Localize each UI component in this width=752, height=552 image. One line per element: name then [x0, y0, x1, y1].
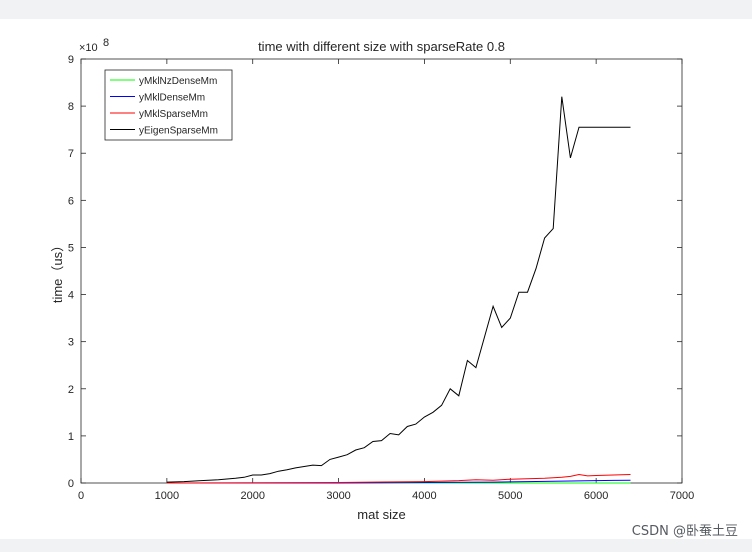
chart-title: time with different size with sparseRate…: [258, 39, 505, 54]
x-tick-label: 6000: [584, 490, 608, 502]
y-tick-label: 3: [68, 337, 74, 349]
x-tick-label: 2000: [240, 490, 264, 502]
y-tick-label: 2: [68, 384, 74, 396]
x-tick-label: 3000: [326, 490, 350, 502]
x-tick-label: 4000: [412, 490, 436, 502]
y-exponent-label: ×10: [79, 42, 98, 54]
x-tick-label: 5000: [498, 490, 522, 502]
legend-label: yMklNzDenseMm: [139, 76, 217, 87]
legend-box: [104, 69, 233, 141]
y-tick-label: 8: [68, 101, 74, 113]
y-tick-label: 7: [68, 148, 74, 160]
legend-label: yMklSparseMm: [139, 109, 208, 120]
y-tick-label: 6: [68, 195, 74, 207]
x-tick-label: 1000: [155, 490, 179, 502]
series-line-yMklSparseMm: [166, 473, 631, 484]
watermark: CSDN @卧蚕土豆: [631, 524, 738, 539]
y-exponent-power: 8: [103, 37, 109, 49]
y-tick-label: 0: [68, 478, 74, 490]
figure-canvas: 0 1000 2000 3000 4000 5000 6000 7000 0 1 2 3 4 5 6 7 8 9 ×…: [0, 19, 752, 539]
series-line-yEigenSparseMm: [166, 96, 631, 483]
y-tick-label: 9: [68, 54, 74, 66]
y-tick-label: 5: [68, 242, 74, 254]
x-axis-label: mat size: [357, 507, 405, 522]
x-tick-label: 7000: [670, 490, 694, 502]
y-tick-label: 1: [68, 431, 74, 443]
line-chart: 0 1000 2000 3000 4000 5000 6000 7000 0 1 2 3 4 5 6 7 8 9 ×…: [50, 37, 694, 522]
legend-label: yEigenSparseMm: [139, 126, 218, 137]
legend-label: yMklDenseMm: [139, 93, 205, 104]
y-tick-label: 4: [68, 290, 74, 302]
y-axis-label: time（us）: [50, 239, 65, 303]
x-tick-label: 0: [78, 490, 84, 502]
